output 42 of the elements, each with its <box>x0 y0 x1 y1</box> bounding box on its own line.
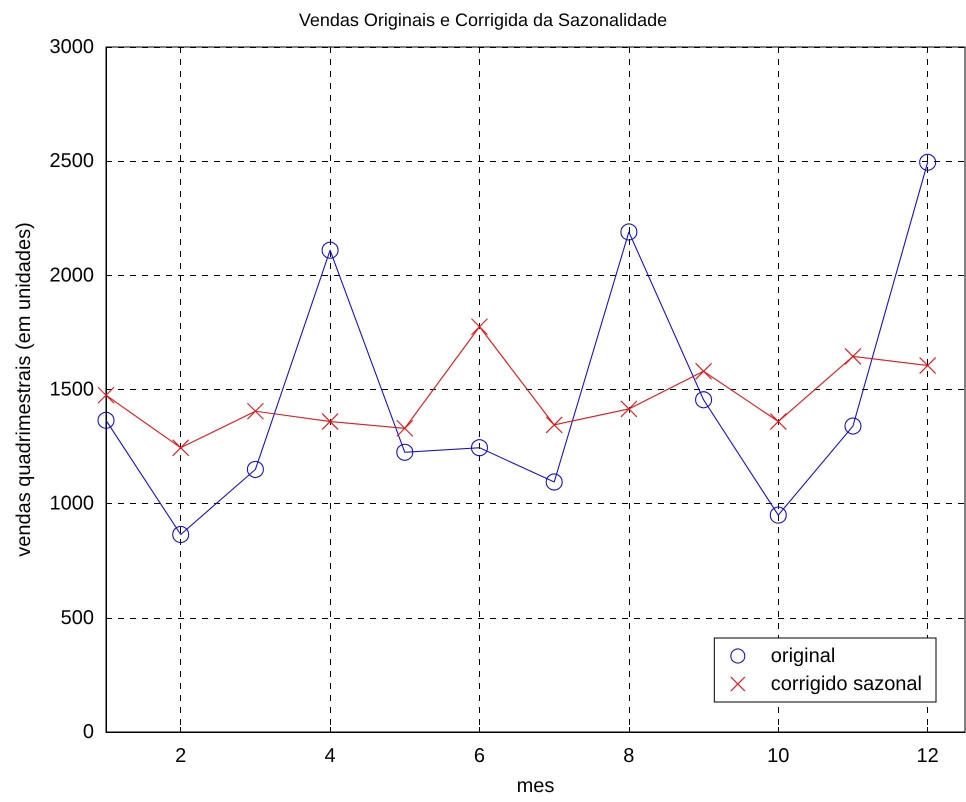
point <box>546 416 563 434</box>
point <box>695 362 712 380</box>
point <box>844 418 862 435</box>
x-tick-label: 4 <box>324 745 336 767</box>
point <box>770 506 787 524</box>
x-tick-label: 2 <box>175 745 186 767</box>
x-axis-title: mes <box>516 775 554 797</box>
point <box>470 439 488 456</box>
y-tick-label: 2500 <box>50 150 94 172</box>
point <box>620 223 638 240</box>
point <box>172 439 190 456</box>
chart-title: Vendas Originais e Corrigida da Sazonalidade <box>298 10 668 30</box>
point <box>470 318 488 336</box>
point <box>246 460 264 478</box>
y-tick-label: 0 <box>82 721 94 743</box>
point <box>620 400 638 418</box>
point <box>919 154 936 171</box>
point <box>844 348 862 365</box>
point <box>546 473 563 490</box>
x-tick-label: 12 <box>916 745 939 767</box>
legend-label: original <box>770 645 836 667</box>
point <box>322 242 339 259</box>
point <box>246 402 264 420</box>
y-axis-title: vendas quadrimestrais (em unidades) <box>13 222 35 557</box>
point <box>770 412 787 430</box>
x-tick-label: 10 <box>767 745 790 767</box>
legend-label: corrigido sazonal <box>770 673 922 695</box>
point <box>396 420 414 437</box>
x-tick-label: 8 <box>623 745 634 767</box>
y-tick-label: 1000 <box>50 492 94 515</box>
y-tick-label: 3000 <box>50 36 94 58</box>
point <box>98 412 114 429</box>
point <box>396 444 414 461</box>
y-tick-label: 2000 <box>50 264 94 286</box>
point <box>98 386 114 404</box>
point <box>695 391 712 408</box>
point <box>919 357 936 374</box>
y-tick-label: 1500 <box>50 378 94 400</box>
y-tick-label: 500 <box>60 606 94 629</box>
x-tick-label: 6 <box>474 745 486 767</box>
point <box>322 412 339 430</box>
point <box>172 526 190 543</box>
